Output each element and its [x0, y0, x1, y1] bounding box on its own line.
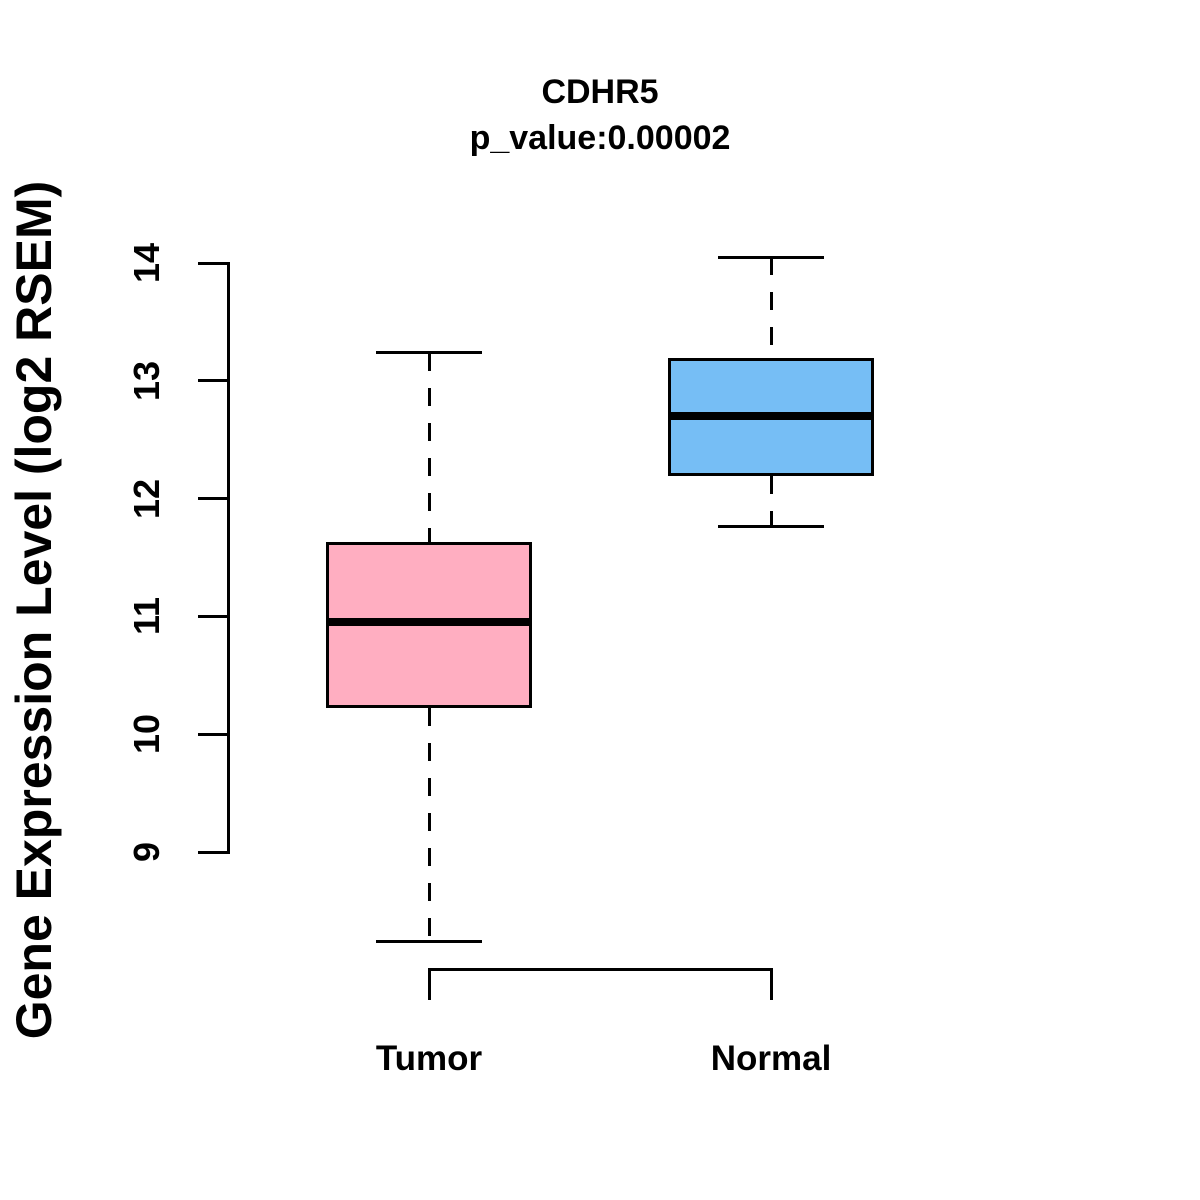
- chart-subtitle: p_value:0.00002: [469, 119, 731, 157]
- y-axis-tick: [198, 614, 227, 618]
- normal-lower-whisker-cap: [718, 525, 824, 529]
- y-axis-tick: [198, 497, 227, 501]
- y-axis-tick: [198, 379, 227, 383]
- x-axis-category-label-normal: Normal: [710, 1039, 832, 1078]
- normal-median-line: [668, 412, 874, 421]
- normal-upper-whisker: [769, 257, 773, 359]
- normal-upper-whisker-cap: [718, 255, 824, 259]
- y-axis-tick-label: 11: [126, 597, 167, 636]
- x-axis-category-label-tumor: Tumor: [375, 1039, 483, 1078]
- tumor-upper-whisker-cap: [376, 351, 482, 355]
- tumor-median-line: [326, 618, 532, 627]
- tumor-upper-whisker: [427, 352, 431, 543]
- y-axis-tick-label: 12: [126, 478, 167, 519]
- tumor-lower-whisker-cap: [376, 940, 482, 944]
- y-axis-line: [227, 261, 230, 854]
- chart-title: CDHR5: [541, 73, 659, 111]
- x-axis-tick: [427, 968, 431, 1000]
- normal-lower-whisker: [769, 476, 773, 527]
- y-axis-tick: [198, 850, 227, 854]
- y-axis-tick: [198, 261, 227, 265]
- y-axis-label: Gene Expression Level (log2 RSEM): [6, 180, 62, 1040]
- y-axis-tick: [198, 732, 227, 736]
- tumor-lower-whisker: [427, 708, 431, 942]
- x-axis-line: [427, 968, 773, 971]
- y-axis-tick-label: 13: [126, 360, 167, 401]
- y-axis-tick-label: 14: [126, 242, 167, 284]
- y-axis-tick-label: 9: [126, 841, 167, 863]
- y-axis-tick-label: 10: [126, 714, 167, 755]
- x-axis-tick: [769, 968, 773, 1000]
